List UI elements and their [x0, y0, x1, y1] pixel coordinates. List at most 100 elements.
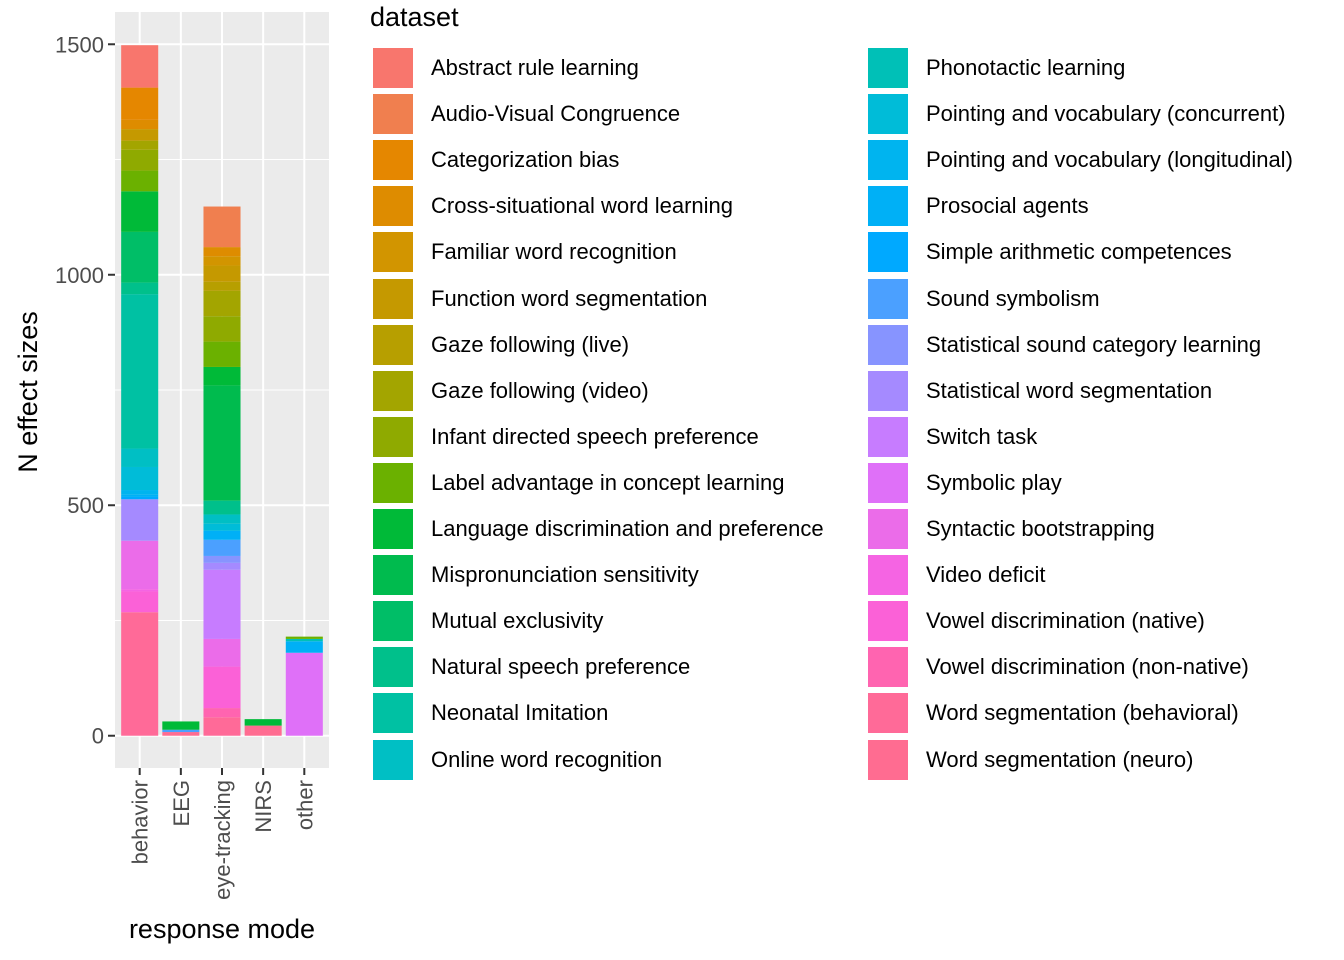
legend-item: Simple arithmetic competences — [866, 230, 1232, 275]
bar-segment — [121, 448, 159, 467]
legend-item: Vowel discrimination (non-native) — [866, 645, 1249, 690]
legend-label: Infant directed speech preference — [431, 423, 759, 449]
bar-segment — [121, 119, 159, 130]
legend-label: Vowel discrimination (non-native) — [926, 654, 1249, 680]
bar-segment — [203, 206, 241, 248]
legend-key-swatch — [371, 507, 415, 551]
legend-label: Mutual exclusivity — [431, 608, 604, 634]
bar-segment — [203, 281, 241, 291]
legend-key-swatch — [866, 138, 910, 183]
legend-key-swatch — [371, 322, 415, 367]
bar-segment — [162, 732, 200, 736]
legend-item: Categorization bias — [371, 138, 619, 183]
bar-segment — [203, 523, 241, 531]
legend-key-swatch — [866, 507, 910, 551]
bar-segment — [203, 290, 241, 317]
x-axis-title: response mode — [129, 914, 315, 944]
legend-key-swatch — [371, 184, 415, 229]
bar-segment — [203, 555, 241, 563]
legend-key-swatch — [371, 553, 415, 598]
legend-label: Phonotactic learning — [926, 55, 1126, 80]
legend-label: Statistical word segmentation — [926, 377, 1213, 403]
bar-segment — [203, 316, 241, 342]
legend-key-swatch — [866, 737, 910, 782]
bar-segment — [121, 496, 159, 500]
legend-label: Symbolic play — [926, 469, 1062, 495]
legend-item: Syntactic bootstrapping — [866, 507, 1155, 551]
legend-label: Syntactic bootstrapping — [926, 516, 1155, 541]
legend-key-swatch — [371, 46, 415, 90]
legend-key-swatch — [866, 230, 910, 275]
legend-key-swatch — [371, 276, 415, 321]
bar-segment — [203, 247, 241, 257]
legend-label: Word segmentation (behavioral) — [926, 700, 1239, 726]
bar-segment — [203, 265, 241, 282]
legend-label: Label advantage in concept learning — [431, 469, 785, 495]
legend-item: Statistical sound category learning — [866, 322, 1262, 367]
bar-segment — [121, 87, 159, 120]
y-tick-label: 1500 — [55, 32, 104, 57]
bar-segment — [203, 569, 241, 639]
legend-key-swatch — [371, 92, 415, 137]
bar-segment — [203, 385, 241, 501]
bar-segment — [121, 490, 159, 495]
legend-label: Online word recognition — [431, 746, 663, 772]
bar-segment — [121, 282, 159, 295]
y-tick-label: 0 — [92, 724, 104, 749]
bar-segment — [285, 636, 323, 639]
legend-label: Switch task — [926, 423, 1038, 449]
bar-segment — [121, 140, 159, 150]
legend-key-swatch — [866, 460, 910, 505]
bar-segment — [203, 500, 241, 515]
legend-key-swatch — [866, 276, 910, 321]
x-tick-label: other — [292, 780, 317, 830]
legend-key-swatch — [371, 138, 415, 183]
x-tick-label: behavior — [128, 780, 153, 864]
legend-key-swatch — [371, 599, 415, 644]
legend-item: Pointing and vocabulary (concurrent) — [866, 92, 1286, 137]
bar-segment — [285, 638, 323, 642]
legend-key-swatch — [866, 322, 910, 367]
bar-segment — [244, 719, 282, 726]
legend-item: Video deficit — [866, 553, 1045, 598]
legend-key-swatch — [866, 553, 910, 598]
legend-item: Familiar word recognition — [371, 230, 677, 275]
legend-item: Natural speech preference — [371, 645, 690, 690]
legend-label: Language discrimination and preference — [431, 516, 824, 541]
bar-segment — [203, 666, 241, 709]
legend-key-swatch — [866, 645, 910, 690]
legend-key-swatch — [371, 645, 415, 690]
bar-segment — [121, 466, 159, 491]
legend-key-swatch — [866, 46, 910, 90]
legend-label: Neonatal Imitation — [431, 700, 609, 726]
bar-segment — [121, 170, 159, 192]
bar-segment — [121, 129, 159, 141]
bar-segment — [203, 341, 241, 367]
legend-label: Function word segmentation — [431, 285, 708, 311]
legend-item: Infant directed speech preference — [371, 414, 759, 459]
bar-segment — [285, 652, 323, 736]
legend-item: Sound symbolism — [866, 276, 1100, 321]
legend-key-swatch — [866, 184, 910, 229]
legend-item: Gaze following (video) — [371, 368, 649, 413]
legend-key-swatch — [371, 414, 415, 459]
y-axis-title: N effect sizes — [13, 311, 43, 473]
bar-segment — [203, 256, 241, 266]
legend-label: Familiar word recognition — [431, 239, 677, 265]
bar-segment — [121, 45, 159, 88]
legend-item: Pointing and vocabulary (longitudinal) — [866, 138, 1293, 183]
legend-label: Vowel discrimination (native) — [926, 608, 1205, 634]
bar-segment — [203, 366, 241, 386]
legend-label: Word segmentation (neuro) — [926, 746, 1194, 772]
legend-key-swatch — [371, 368, 415, 413]
legend-item: Word segmentation (behavioral) — [866, 691, 1239, 736]
x-axis: behavior EEG eye-tracking NIRS other — [128, 768, 317, 900]
legend-item: Statistical word segmentation — [866, 368, 1213, 413]
legend-label: Statistical sound category learning — [926, 331, 1262, 357]
legend-item: Prosocial agents — [866, 184, 1089, 229]
bar-segment — [285, 641, 323, 653]
x-tick-label: NIRS — [251, 780, 276, 833]
legend-label: Pointing and vocabulary (concurrent) — [926, 101, 1286, 127]
x-tick-label: EEG — [169, 780, 194, 826]
